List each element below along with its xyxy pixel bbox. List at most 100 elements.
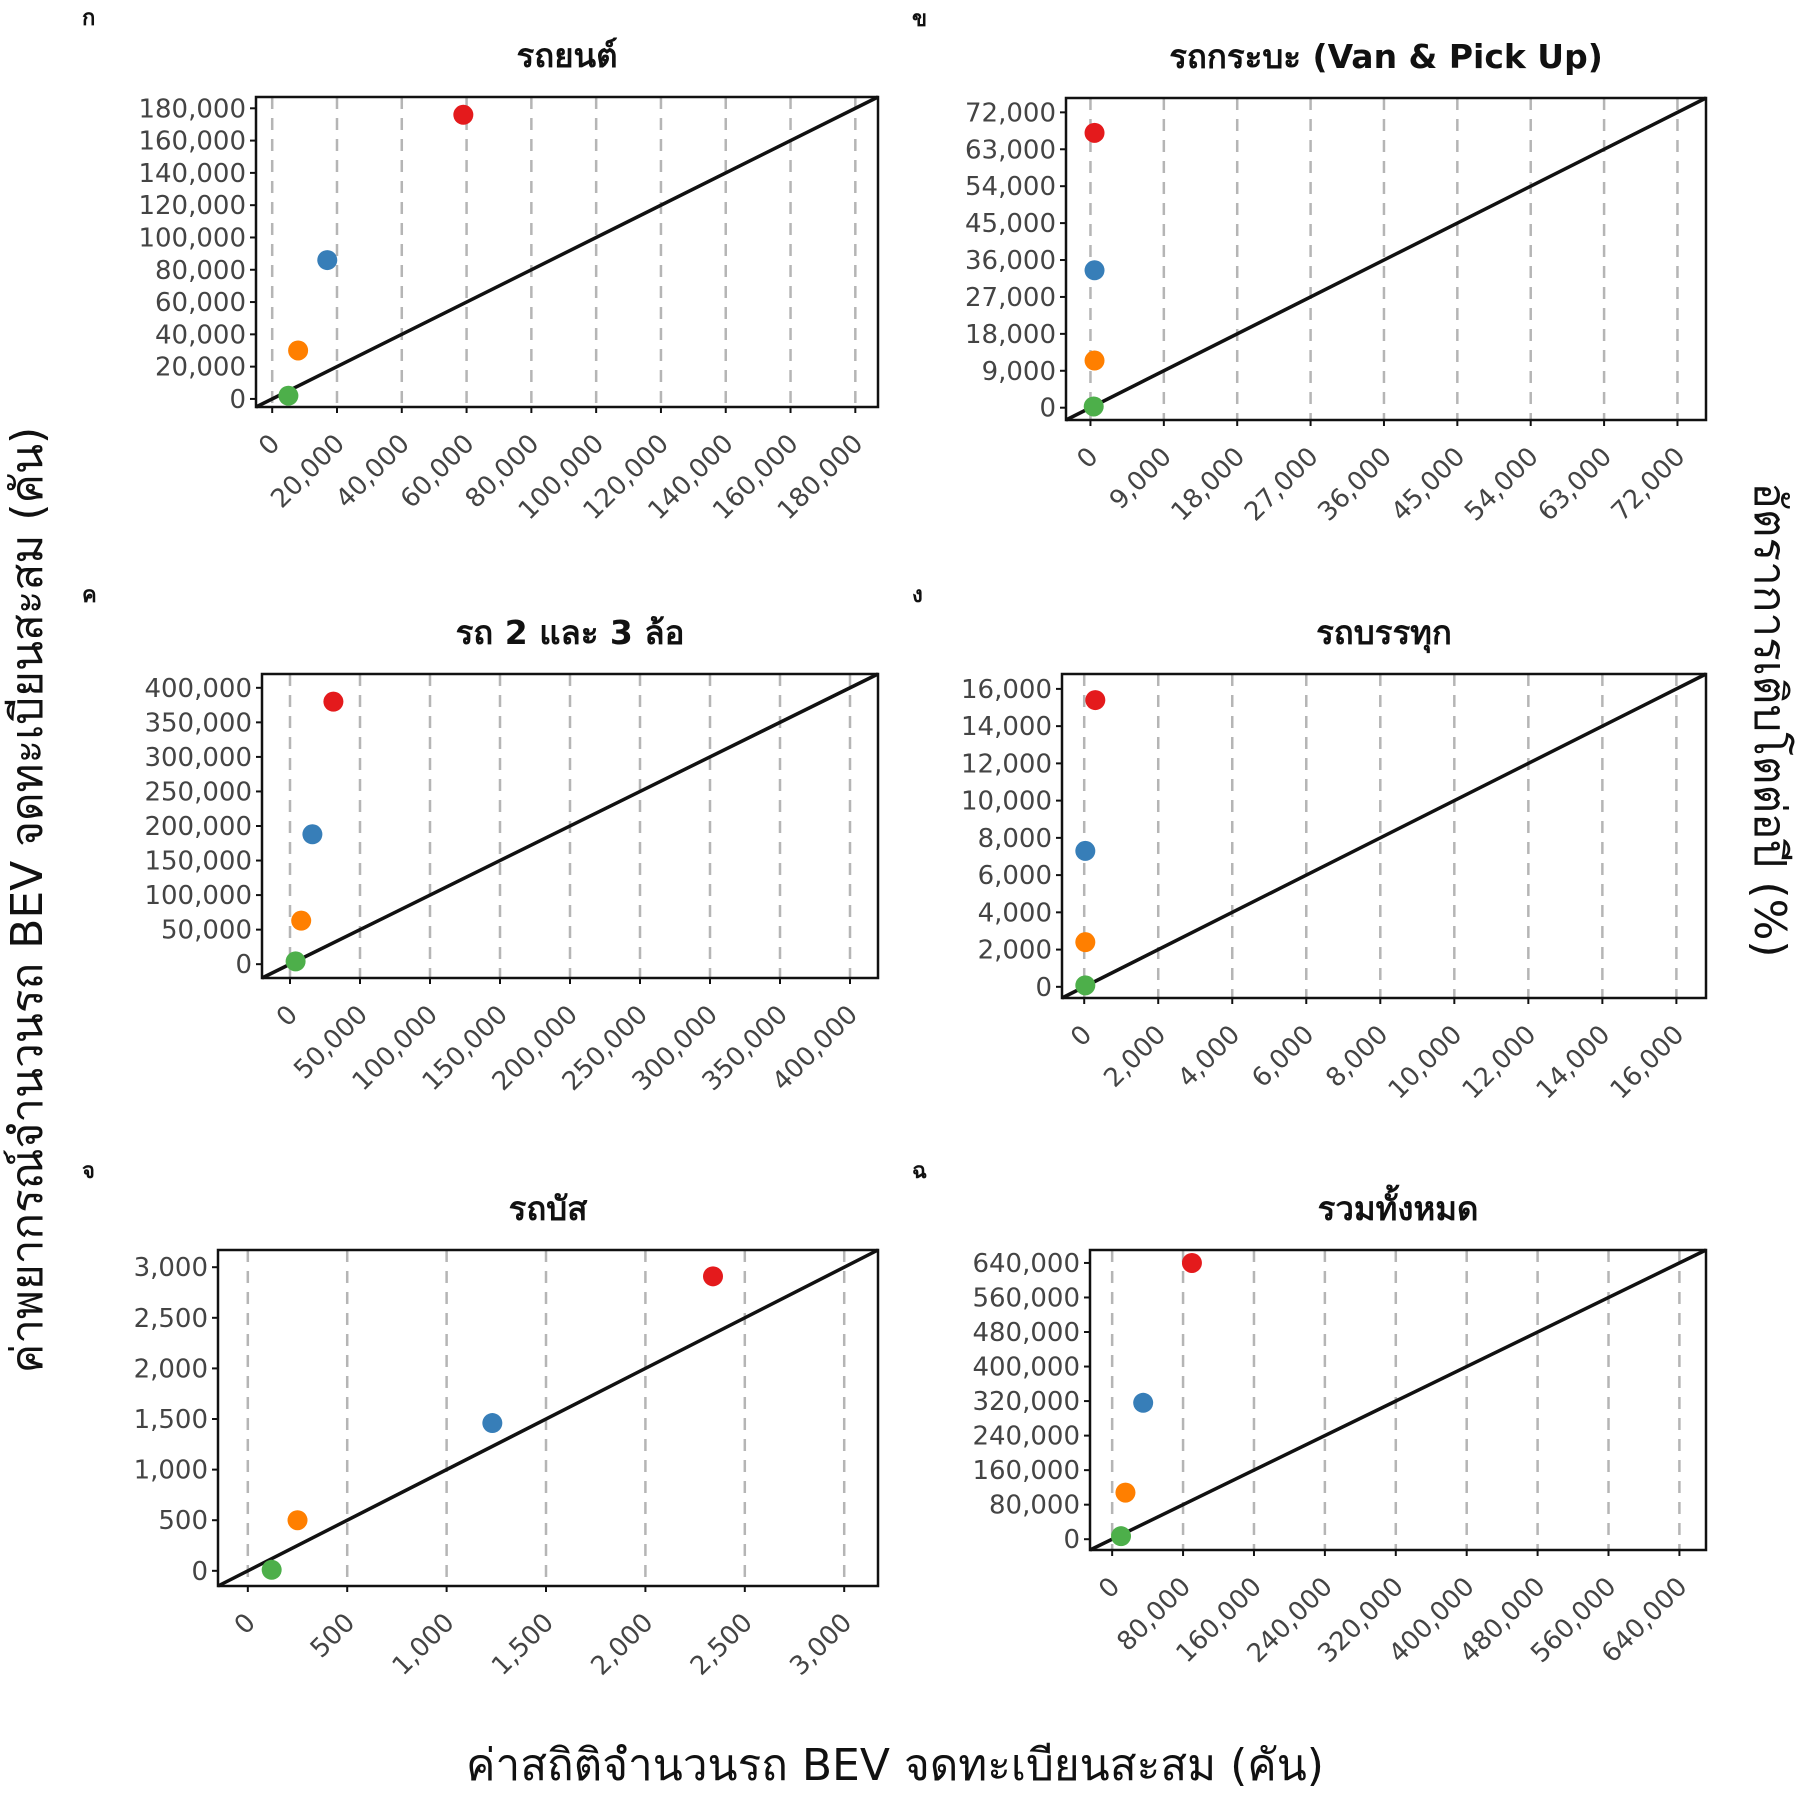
panel-4: 02,0004,0006,0008,00010,00012,00014,0001… <box>912 583 1708 1106</box>
y-tick-label: 180,000 <box>138 94 246 124</box>
data-point <box>1115 1482 1136 1503</box>
data-point <box>1085 690 1106 711</box>
x-tick-label: 72,000 <box>1606 442 1692 528</box>
data-point <box>1075 840 1096 861</box>
panel-1: 020,00040,00060,00080,000100,000120,0001… <box>82 6 880 526</box>
y-tick-label: 500 <box>158 1506 208 1536</box>
data-point <box>323 691 344 712</box>
data-point <box>703 1266 723 1287</box>
y-tick-label: 27,000 <box>965 283 1056 313</box>
identity-line <box>1061 672 1707 1000</box>
x-tick-label: 0 <box>1071 442 1104 475</box>
data-point <box>285 951 306 972</box>
y-tick-label: 120,000 <box>138 191 246 221</box>
y-tick-label: 63,000 <box>965 135 1056 165</box>
panel-3: 0 50,000 100,000 150,000 200,000 250,000 300,0… <box>82 583 880 1097</box>
x-tick-label: 3,000 <box>784 1608 858 1682</box>
y-tick-label: 50,000 <box>161 916 252 946</box>
panel-letter: จ <box>82 1159 95 1184</box>
y-tick-label: 0 <box>1063 1525 1080 1555</box>
y-tick-label: 18,000 <box>965 320 1056 350</box>
x-tick-label: 0 <box>229 1608 262 1641</box>
y-tick-label: 240,000 <box>972 1422 1080 1452</box>
panel-title: รถบัส <box>509 1189 589 1228</box>
y-tick-label: 80,000 <box>155 256 246 286</box>
y-tick-label: 2,000 <box>978 936 1052 966</box>
y-tick-label: 100,000 <box>138 223 246 253</box>
y-tick-label: 0 <box>229 385 246 415</box>
y-tick-label: 80,000 <box>989 1491 1080 1521</box>
panel-title: รถบรรทุก <box>1316 613 1452 654</box>
y-tick-label: 72,000 <box>965 98 1056 128</box>
data-point <box>317 250 338 271</box>
y-tick-label: 250,000 <box>144 777 252 807</box>
y-tick-label: 60,000 <box>155 288 246 318</box>
y-tick-label: 100,000 <box>144 881 252 911</box>
panels: 020,00040,00060,00080,000100,000120,0001… <box>82 6 1708 1682</box>
plot-frame <box>216 1248 880 1588</box>
y-tick-label: 200,000 <box>144 812 252 842</box>
plot-frame <box>1088 1248 1708 1552</box>
x-tick-label: 12,000 <box>1457 1020 1543 1106</box>
identity-line <box>1089 1248 1707 1552</box>
identity-line <box>217 1248 879 1588</box>
panel-5: 0 500 1,000 1,500 2,000 2,500 3,000 0 500 1,000 1,… <box>82 1159 880 1682</box>
y-tick-label: 0 <box>235 950 252 980</box>
y-tick-label: 2,500 <box>134 1304 208 1334</box>
y-tick-label: 2,000 <box>134 1354 208 1384</box>
y-tick-label: 160,000 <box>138 127 246 157</box>
x-tick-label: 1,000 <box>387 1608 461 1682</box>
data-point <box>1111 1526 1132 1547</box>
y-tick-label: 1,500 <box>134 1405 208 1435</box>
panel-letter: ก <box>82 6 95 31</box>
y-tick-label: 14,000 <box>961 712 1052 742</box>
y-tick-label: 40,000 <box>155 320 246 350</box>
data-point <box>278 385 299 406</box>
y-tick-label: 300,000 <box>144 743 252 773</box>
data-point <box>261 1559 282 1580</box>
y-tick-label: 36,000 <box>965 246 1056 276</box>
x-tick-label: 1,500 <box>486 1608 560 1682</box>
y-tick-label: 160,000 <box>972 1456 1080 1486</box>
data-point <box>1075 975 1096 996</box>
x-tick-label: 14,000 <box>1531 1020 1617 1106</box>
y-tick-label: 0 <box>1039 394 1056 424</box>
data-point <box>1084 260 1105 281</box>
panel-title: รถกระบะ (Van & Pick Up) <box>1169 37 1603 76</box>
plot-frame <box>1064 96 1708 422</box>
panel-letter: ง <box>912 583 923 608</box>
y-tick-label: 150,000 <box>144 847 252 877</box>
data-point <box>1181 1252 1202 1273</box>
y-tick-label: 12,000 <box>961 749 1052 779</box>
x-tick-label: 10,000 <box>1383 1020 1469 1106</box>
x-tick-label: 16,000 <box>1605 1020 1691 1106</box>
panel-letter: ฉ <box>912 1159 927 1184</box>
data-point <box>1133 1392 1154 1413</box>
y-tick-label: 8,000 <box>978 824 1052 854</box>
panel-2: 09,00018,00027,00036,00045,00054,00063,0… <box>912 7 1708 528</box>
data-point <box>1084 122 1105 143</box>
data-point <box>1083 396 1104 417</box>
y-tick-label: 16,000 <box>961 675 1052 705</box>
x-tick-label: 0 <box>271 1000 304 1033</box>
plot-frame <box>1060 672 1708 1000</box>
figure-xlabel: ค่าสถิติจำนวนรถ BEV จดทะเบียนสะสม (คัน) <box>466 1740 1324 1791</box>
plot-frame <box>254 95 880 409</box>
x-tick-label: 500 <box>305 1608 361 1664</box>
y-tick-label: 400,000 <box>144 674 252 704</box>
x-tick-label: 45,000 <box>1386 442 1472 528</box>
x-tick-label: 18,000 <box>1166 442 1252 528</box>
y-tick-label: 4,000 <box>978 898 1052 928</box>
panel-title: รวมทั้งหมด <box>1318 1184 1479 1228</box>
x-tick-label: 0 <box>1093 1572 1126 1605</box>
y-tick-label: 0 <box>191 1557 208 1587</box>
identity-line <box>255 95 879 409</box>
y-tick-label: 400,000 <box>972 1353 1080 1383</box>
panel-letter: ข <box>912 7 927 32</box>
x-tick-label: 6,000 <box>1246 1020 1320 1094</box>
data-point <box>1075 932 1096 953</box>
y-tick-label: 45,000 <box>965 209 1056 239</box>
y-tick-label: 0 <box>1035 973 1052 1003</box>
x-tick-label: 2,000 <box>1098 1020 1172 1094</box>
data-point <box>302 824 323 845</box>
